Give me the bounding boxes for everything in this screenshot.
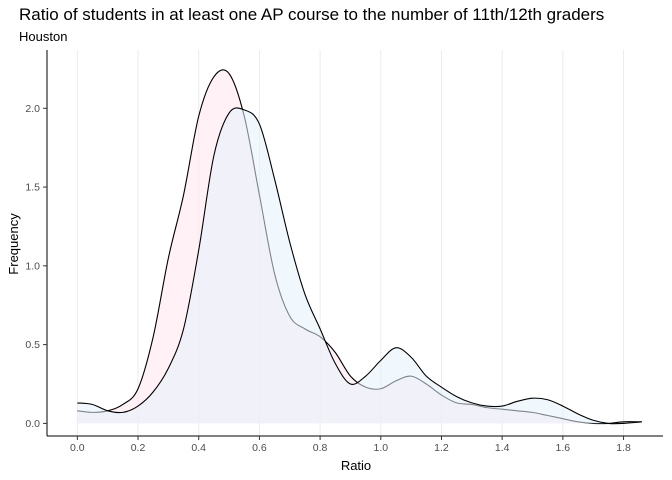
density-areas [77,69,642,425]
chart-subtitle: Houston [19,29,68,44]
x-tick-label: 1.4 [495,442,510,454]
x-tick-label: 1.0 [373,442,388,454]
x-tick-label: 1.6 [556,442,571,454]
x-tick-label: 0.0 [70,442,85,454]
y-tick-label: 2.0 [25,103,40,115]
chart-title: Ratio of students in at least one AP cou… [19,5,605,24]
x-tick-label: 1.2 [434,442,449,454]
y-axis-title: Frequency [6,213,21,275]
x-tick-label: 0.6 [252,442,267,454]
density-area-1 [77,69,642,424]
x-tick-label: 0.2 [131,442,146,454]
y-tick-label: 0.0 [25,418,40,430]
x-axis-title: Ratio [341,458,371,473]
y-tick-label: 1.5 [25,182,40,194]
x-tick-label: 1.8 [616,442,631,454]
axes: 0.0 0.2 0.4 0.6 0.8 1.0 1.2 1.4 1.6 1.8 0.0 0.5 1.0 1… [25,50,663,454]
density-line-2 [77,107,642,425]
density-area-2 [77,107,642,424]
x-tick-label: 0.8 [313,442,328,454]
y-tick-label: 0.5 [25,339,40,351]
x-tick-label: 0.4 [191,442,206,454]
y-tick-label: 1.0 [25,260,40,272]
